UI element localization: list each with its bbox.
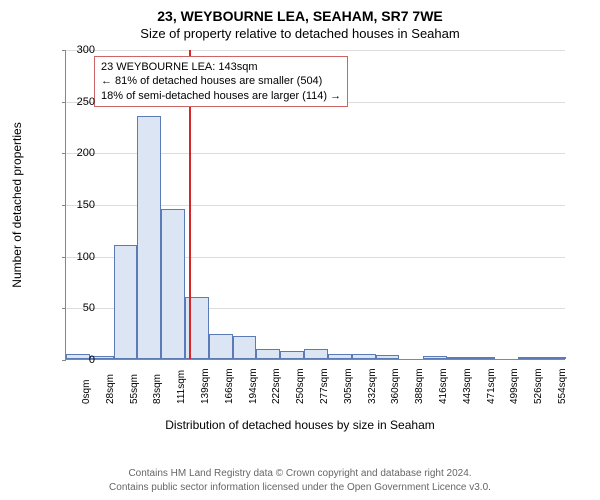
histogram-bar [280, 351, 304, 359]
ytick-label: 200 [59, 147, 95, 159]
copyright-footer: Contains HM Land Registry data © Crown c… [0, 467, 600, 494]
xtick-label: 471sqm [486, 368, 497, 404]
ytick-label: 50 [59, 302, 95, 314]
histogram-bar [447, 357, 471, 359]
annotation-line: 18% of semi-detached houses are larger (… [101, 89, 341, 103]
xtick-label: 277sqm [319, 368, 330, 404]
histogram-bar [137, 116, 161, 359]
xtick-label: 443sqm [462, 368, 473, 404]
subtitle: Size of property relative to detached ho… [0, 26, 600, 41]
histogram-bar [161, 209, 185, 359]
xtick-label: 388sqm [414, 368, 425, 404]
ytick-label: 150 [59, 199, 95, 211]
annotation-box: 23 WEYBOURNE LEA: 143sqm← 81% of detache… [94, 56, 348, 107]
xtick-label: 139sqm [200, 368, 211, 404]
histogram-bar [304, 349, 328, 359]
chart-plot-area: 23 WEYBOURNE LEA: 143sqm← 81% of detache… [65, 50, 565, 360]
histogram-bar [256, 349, 280, 359]
x-axis-label: Distribution of detached houses by size … [0, 418, 600, 432]
histogram-bar [542, 357, 566, 359]
annotation-line: ← 81% of detached houses are smaller (50… [101, 74, 341, 88]
xtick-label: 111sqm [176, 370, 187, 404]
histogram-bar [471, 357, 495, 359]
main-title: 23, WEYBOURNE LEA, SEAHAM, SR7 7WE [0, 0, 600, 24]
ytick-label: 0 [59, 354, 95, 366]
histogram-bar [423, 356, 447, 359]
xtick-label: 55sqm [129, 374, 140, 404]
ytick-label: 250 [59, 96, 95, 108]
y-axis-label: Number of detached properties [10, 122, 24, 287]
footer-line-1: Contains HM Land Registry data © Crown c… [0, 467, 600, 481]
xtick-label: 250sqm [295, 368, 306, 404]
histogram-bar [114, 245, 138, 359]
xtick-label: 499sqm [509, 368, 520, 404]
histogram-bar [328, 354, 352, 359]
xtick-label: 194sqm [248, 368, 259, 404]
xtick-label: 305sqm [343, 368, 354, 404]
xtick-label: 360sqm [390, 368, 401, 404]
xtick-label: 526sqm [533, 368, 544, 404]
xtick-label: 416sqm [438, 368, 449, 404]
histogram-bar [209, 334, 233, 359]
xtick-label: 332sqm [367, 368, 378, 404]
ytick-label: 300 [59, 44, 95, 56]
histogram-bar [376, 355, 400, 359]
histogram-bar [233, 336, 257, 359]
histogram-bar [518, 357, 542, 359]
xtick-label: 83sqm [152, 374, 163, 404]
xtick-label: 166sqm [224, 368, 235, 404]
annotation-line: 23 WEYBOURNE LEA: 143sqm [101, 60, 341, 74]
histogram-bar [352, 354, 376, 359]
xtick-label: 222sqm [271, 368, 282, 404]
xtick-label: 0sqm [81, 380, 92, 404]
footer-line-2: Contains public sector information licen… [0, 481, 600, 495]
xtick-label: 28sqm [105, 374, 116, 404]
gridline [66, 50, 565, 51]
ytick-label: 100 [59, 251, 95, 263]
xtick-label: 554sqm [557, 368, 568, 404]
